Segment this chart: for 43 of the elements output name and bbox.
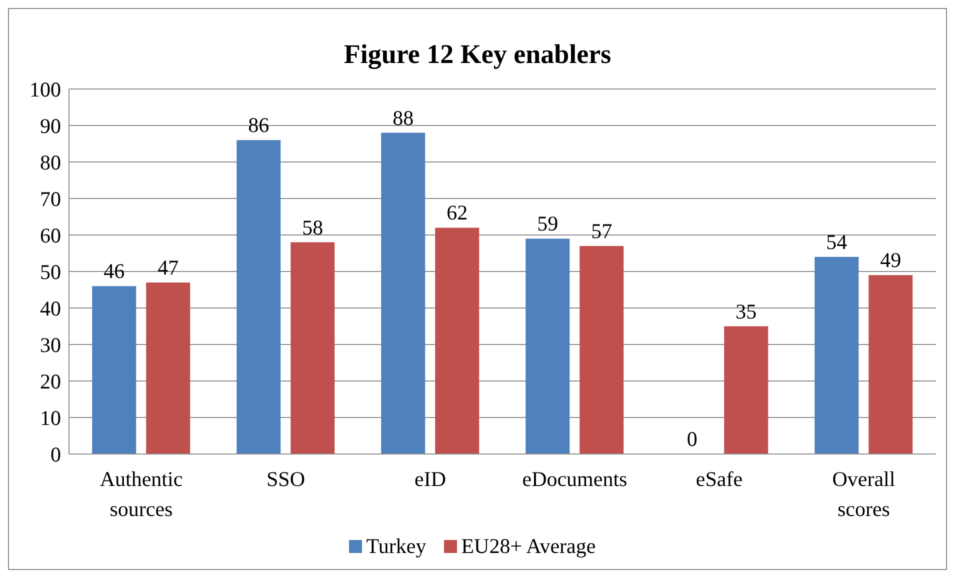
bar	[146, 282, 190, 454]
data-label: 49	[880, 248, 902, 272]
y-tick-label: 30	[40, 332, 61, 357]
y-tick-label: 100	[30, 77, 61, 102]
x-tick-label: Overall scores	[832, 467, 896, 521]
y-tick-label: 50	[40, 260, 61, 284]
data-label: 58	[302, 215, 324, 240]
data-label: 57	[591, 218, 612, 243]
bar	[868, 275, 913, 454]
data-label: 35	[736, 299, 757, 324]
bar	[526, 238, 570, 454]
bar	[381, 132, 426, 454]
data-label: 62	[446, 200, 468, 225]
chart-title: Figure 12 Key enablers	[342, 39, 612, 71]
legend-label: EU28+ Average	[461, 534, 596, 559]
x-tick-label: eSafe	[696, 467, 743, 491]
y-tick-label: 0	[50, 442, 61, 466]
data-label: 47	[158, 255, 179, 280]
data-label: 88	[392, 106, 414, 130]
bar	[236, 140, 281, 454]
y-tick-label: 90	[40, 114, 61, 138]
y-tick-label: 40	[40, 296, 61, 320]
bar	[435, 228, 480, 454]
bar	[724, 326, 768, 454]
data-label: 59	[537, 212, 558, 236]
x-tick-label: SSO	[266, 467, 306, 491]
data-label: 0	[686, 426, 698, 451]
y-tick-label: 70	[40, 186, 61, 211]
x-tick-label: eDocuments	[522, 467, 628, 491]
bar	[814, 256, 859, 454]
bar	[92, 286, 136, 454]
bar	[580, 246, 624, 454]
data-label: 86	[248, 113, 270, 138]
x-tick-label: Authentic sources	[100, 467, 183, 521]
x-tick-label: eID	[414, 467, 446, 491]
legend-label: Turkey	[366, 534, 426, 559]
y-tick-label: 20	[40, 369, 61, 394]
data-label: 54	[826, 230, 848, 254]
y-tick-label: 80	[40, 150, 61, 174]
y-tick-label: 60	[40, 223, 61, 248]
bar	[290, 242, 335, 454]
data-label: 46	[104, 259, 125, 284]
y-tick-label: 10	[40, 406, 61, 430]
